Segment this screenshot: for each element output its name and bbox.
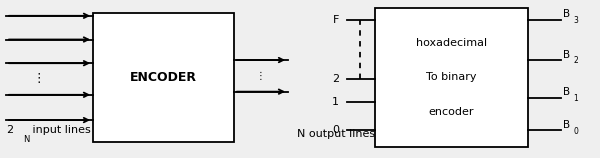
Text: N: N	[23, 135, 29, 143]
Text: 0: 0	[574, 127, 578, 136]
Text: input lines: input lines	[29, 125, 91, 135]
Text: B: B	[563, 9, 570, 19]
FancyBboxPatch shape	[375, 8, 528, 147]
Text: 2: 2	[332, 74, 339, 84]
Text: N output lines: N output lines	[297, 129, 375, 139]
Text: 1: 1	[574, 94, 578, 103]
Text: B: B	[563, 87, 570, 97]
Text: 1: 1	[332, 97, 339, 107]
FancyBboxPatch shape	[93, 13, 234, 142]
Text: ⋮: ⋮	[33, 72, 45, 85]
Text: B: B	[563, 120, 570, 130]
Text: 2: 2	[6, 125, 13, 135]
Text: hoxadecimal: hoxadecimal	[416, 38, 487, 48]
Text: 2: 2	[574, 56, 578, 65]
Text: F: F	[332, 15, 339, 25]
Text: B: B	[563, 49, 570, 60]
Text: 3: 3	[574, 16, 578, 25]
Text: 0: 0	[332, 125, 339, 135]
Text: ⋮: ⋮	[256, 71, 266, 81]
Text: ENCODER: ENCODER	[130, 71, 197, 84]
Text: encoder: encoder	[429, 107, 474, 117]
Text: To binary: To binary	[426, 72, 477, 82]
